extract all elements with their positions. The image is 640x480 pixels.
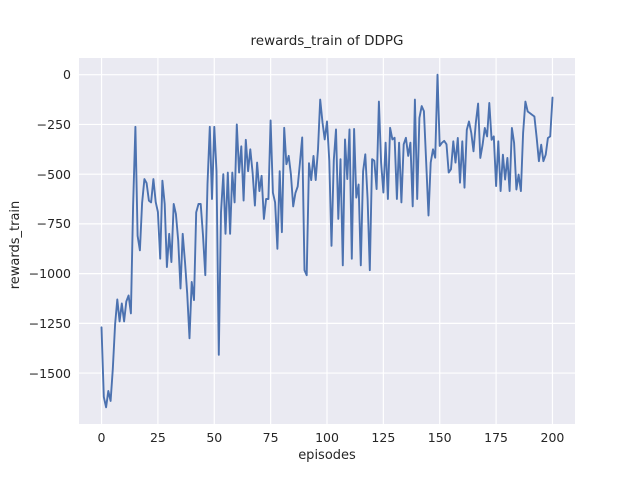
rewards-line bbox=[100, 73, 554, 409]
y-tick-label: −1000 bbox=[28, 266, 71, 282]
x-tick-label: 50 bbox=[206, 430, 223, 445]
x-tick-label: 100 bbox=[315, 430, 339, 445]
y-axis-label: rewards_train bbox=[8, 200, 23, 290]
x-tick-label: 175 bbox=[484, 430, 508, 445]
x-tick-label: 150 bbox=[427, 430, 452, 445]
x-tick-label: 125 bbox=[371, 430, 396, 445]
y-tick-label: −750 bbox=[36, 216, 71, 232]
x-tick-label: 75 bbox=[262, 430, 279, 445]
y-tick-label: −1500 bbox=[28, 365, 71, 381]
y-tick-label: −500 bbox=[36, 166, 71, 182]
y-tick-label: −1250 bbox=[28, 315, 71, 331]
y-tick-label: 0 bbox=[63, 67, 71, 83]
x-axis-label: episodes bbox=[298, 448, 356, 463]
x-tick-label: 200 bbox=[540, 430, 565, 445]
plot-area bbox=[79, 58, 575, 424]
y-tick-label: −250 bbox=[36, 116, 71, 132]
x-tick-label: 25 bbox=[149, 430, 166, 445]
x-tick-label: 0 bbox=[97, 430, 106, 445]
line-chart bbox=[79, 58, 575, 424]
chart-title: rewards_train of DDPG bbox=[250, 33, 404, 49]
